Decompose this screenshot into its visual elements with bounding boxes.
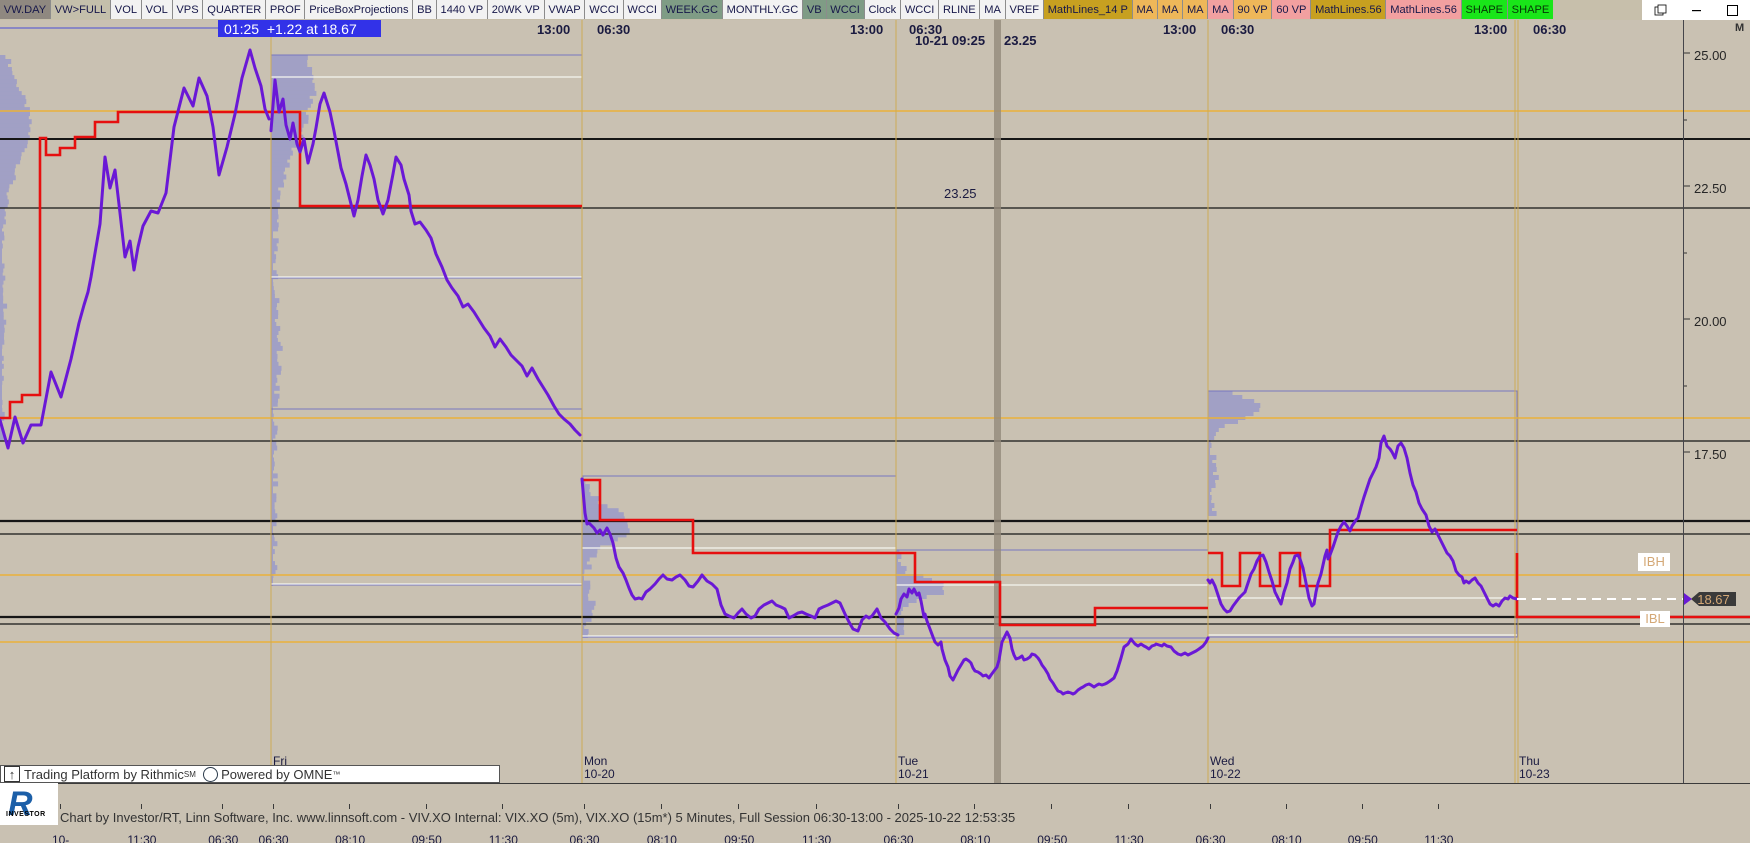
- svg-text:INVESTOR: INVESTOR: [6, 811, 46, 818]
